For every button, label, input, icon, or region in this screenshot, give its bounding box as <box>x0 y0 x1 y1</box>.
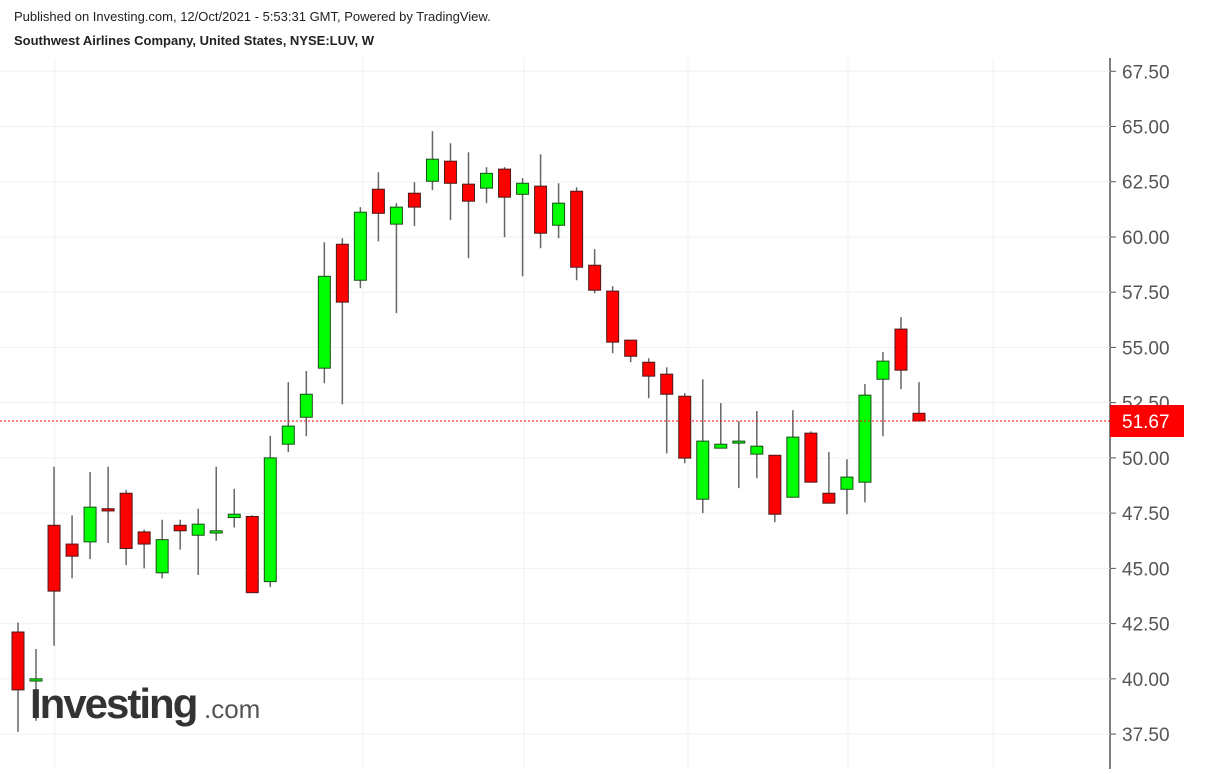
last-price-label: 51.67 <box>1122 412 1170 433</box>
last-price-box <box>1110 405 1184 438</box>
candle-body <box>696 440 710 500</box>
y-tick-label: 40.00 <box>1122 670 1170 691</box>
plot <box>0 70 1110 735</box>
candle-body <box>173 524 187 532</box>
candle-body <box>227 513 241 519</box>
candle-body <box>47 524 61 592</box>
candle-body <box>11 631 25 691</box>
y-tick-label: 67.50 <box>1122 62 1170 83</box>
candle-body <box>714 443 728 449</box>
candle-body <box>642 361 656 377</box>
candle-body <box>353 211 367 281</box>
candle-body <box>281 425 295 445</box>
candle-body <box>588 264 602 291</box>
candle-body <box>894 328 908 371</box>
candle-body <box>443 160 457 184</box>
candle-body <box>119 492 133 549</box>
candle-body <box>498 168 512 198</box>
candle-body <box>29 678 43 682</box>
candle-body <box>732 440 746 444</box>
candle-body <box>678 395 692 459</box>
candle-body <box>101 508 115 512</box>
candle-body <box>407 192 421 208</box>
candle-body <box>425 158 439 182</box>
candle-body <box>822 492 836 504</box>
candle-body <box>371 188 385 214</box>
candle-body <box>209 530 223 534</box>
candle-body <box>786 436 800 498</box>
candle-body <box>534 185 548 234</box>
candle-body <box>462 183 475 202</box>
y-tick-label: 62.50 <box>1122 173 1170 194</box>
logo-suffix: .com <box>204 694 260 724</box>
candle-body <box>624 339 638 357</box>
y-tick-label: 55.00 <box>1122 338 1170 359</box>
logo-brand: Investing <box>30 680 196 727</box>
y-tick-label: 50.00 <box>1122 449 1170 470</box>
candle-body <box>876 360 890 380</box>
candle-body <box>552 202 566 226</box>
candle-body <box>245 515 259 594</box>
candle-body <box>65 543 79 557</box>
time-grid <box>54 58 994 769</box>
candle-body <box>912 412 926 422</box>
candle-body <box>768 454 782 515</box>
y-tick-label: 37.50 <box>1122 725 1170 746</box>
candle-body <box>317 275 331 369</box>
y-tick-label: 45.00 <box>1122 559 1170 580</box>
y-tick-label: 57.50 <box>1122 283 1170 304</box>
candle-body <box>750 445 764 455</box>
y-tick-label: 65.00 <box>1122 117 1170 138</box>
candle-body <box>570 190 584 268</box>
candle-body <box>83 506 97 543</box>
candle-body <box>299 393 313 418</box>
candle-body <box>191 523 205 536</box>
candle-body <box>804 432 818 483</box>
chart-title: Southwest Airlines Company, United State… <box>14 33 375 48</box>
candle-body <box>858 394 872 483</box>
candle-body <box>155 539 169 574</box>
candle-body <box>480 172 494 189</box>
y-tick-label: 60.00 <box>1122 228 1170 249</box>
candle-body <box>606 290 620 343</box>
candle-body <box>516 182 530 195</box>
candle-body <box>389 206 403 225</box>
candle-body <box>840 476 854 490</box>
candle-body <box>335 243 349 303</box>
y-tick-label: 42.50 <box>1122 615 1170 636</box>
published-note: Published on Investing.com, 12/Oct/2021 … <box>14 9 491 24</box>
y-tick-label: 47.50 <box>1122 504 1170 525</box>
candle-body <box>660 373 674 395</box>
candle-body <box>137 531 151 545</box>
candle-body <box>263 457 277 583</box>
